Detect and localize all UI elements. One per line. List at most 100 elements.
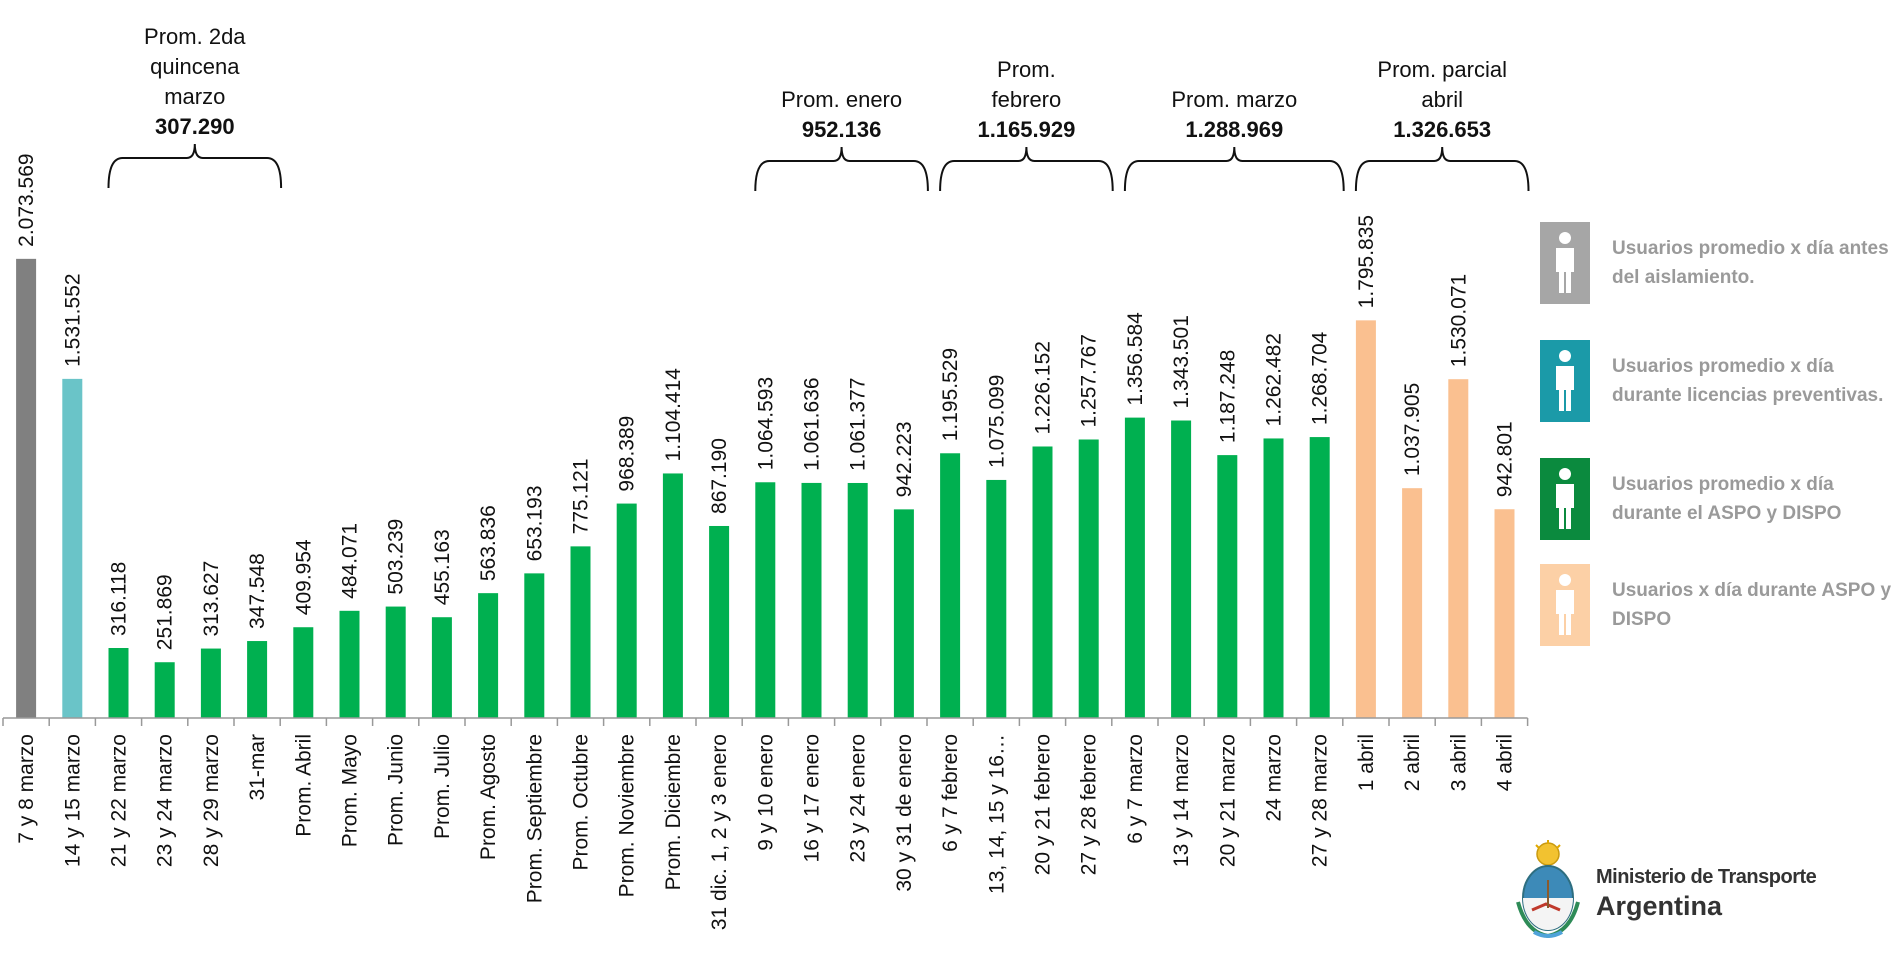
category-label: 13, 14, 15 y 16… <box>985 734 1008 894</box>
person-icon <box>1556 232 1574 293</box>
value-label: 1.343.501 <box>1170 315 1193 408</box>
value-label: 775.121 <box>570 458 593 534</box>
legend-text: Usuarios promedio x día durante licencia… <box>1612 356 1884 406</box>
value-label: 455.163 <box>431 529 454 605</box>
bar <box>1217 455 1238 718</box>
value-label: 251.869 <box>154 574 177 650</box>
person-icon <box>1556 574 1574 635</box>
bar <box>1494 509 1515 718</box>
bracket-value: 952.136 <box>802 117 882 142</box>
bar <box>1263 438 1284 718</box>
value-label: 1.075.099 <box>985 375 1008 468</box>
ministry-logo: Ministerio de Transporte Argentina <box>1512 840 1852 950</box>
value-label: 316.118 <box>108 562 131 636</box>
legend-text: Usuarios promedio x día durante el ASPO … <box>1612 474 1842 524</box>
category-label: 6 y 7 marzo <box>1124 734 1147 844</box>
category-label: 23 y 24 marzo <box>154 734 177 867</box>
logo-ministry-name: Ministerio de Transporte <box>1596 866 1817 888</box>
value-label: 563.836 <box>477 505 500 581</box>
category-label: Prom. Agosto <box>477 734 500 860</box>
bracket-label: marzo <box>164 84 225 109</box>
category-label: Prom. Mayo <box>339 734 362 847</box>
bar <box>1078 439 1099 718</box>
legend-swatch <box>1540 458 1590 540</box>
bar <box>940 453 961 718</box>
bar <box>1402 488 1423 718</box>
category-label: Prom. Septiembre <box>523 734 546 903</box>
bracket-label: abril <box>1421 87 1463 112</box>
value-label: 1.531.552 <box>61 273 84 366</box>
bar <box>431 617 452 718</box>
value-label: 1.037.905 <box>1401 383 1424 476</box>
bar <box>16 258 37 718</box>
value-label: 1.195.529 <box>939 348 962 441</box>
logo-text: Ministerio de Transporte Argentina <box>1596 866 1817 922</box>
category-label: 21 y 22 marzo <box>108 734 131 867</box>
logo-country-name: Argentina <box>1596 891 1723 921</box>
bar <box>200 648 221 718</box>
bracket-label: Prom. <box>997 57 1056 82</box>
category-label: 23 y 24 enero <box>847 734 870 862</box>
bar <box>662 473 683 718</box>
bracket-value: 1.326.653 <box>1393 117 1491 142</box>
bracket <box>1123 146 1345 192</box>
value-label: 503.239 <box>385 519 408 595</box>
value-label: 1.268.704 <box>1309 331 1332 425</box>
category-label: Prom. Noviembre <box>616 734 639 897</box>
category-label: 16 y 17 enero <box>801 734 824 862</box>
bracket-annotations: Prom. 2da quincena marzo 307.290 Prom. enero… <box>107 24 1530 192</box>
bracket <box>754 146 929 192</box>
value-label: 1.061.377 <box>847 378 870 471</box>
category-label: 4 abril <box>1494 734 1517 791</box>
bar <box>1448 379 1469 718</box>
value-label: 968.389 <box>616 416 639 492</box>
category-label: 20 y 21 marzo <box>1216 734 1239 867</box>
category-label: Prom. Abril <box>292 734 315 837</box>
value-label: 1.257.767 <box>1078 334 1101 427</box>
category-label: 3 abril <box>1447 734 1470 791</box>
category-label: 7 y 8 marzo <box>15 734 38 844</box>
value-label: 1.064.593 <box>754 377 777 470</box>
bar <box>801 482 822 718</box>
bar <box>616 503 637 718</box>
value-label: 2.073.569 <box>15 153 38 246</box>
category-label: 31 dic. 1, 2 y 3 enero <box>708 734 731 930</box>
category-label: 31-mar <box>246 734 269 801</box>
bar <box>847 482 868 718</box>
bar <box>293 627 314 718</box>
legend-item-preventive-leave: Usuarios promedio x día durante licencia… <box>1540 340 1891 422</box>
category-label: 9 y 10 enero <box>754 734 777 851</box>
person-icon <box>1556 468 1574 529</box>
bar <box>478 593 499 718</box>
value-label: 1.530.071 <box>1447 274 1470 367</box>
value-label: 1.356.584 <box>1124 312 1147 406</box>
value-label: 347.548 <box>246 553 269 629</box>
category-label: 1 abril <box>1355 734 1378 791</box>
bracket <box>939 146 1114 192</box>
argentina-coat-of-arms-icon <box>1516 840 1580 939</box>
bar <box>986 479 1007 718</box>
bracket-label: Prom. 2da <box>144 24 246 49</box>
legend-item-aspo-dispo-average: Usuarios promedio x día durante el ASPO … <box>1540 458 1891 540</box>
legend-swatch <box>1540 564 1590 646</box>
bar <box>1171 420 1192 718</box>
value-label: 942.223 <box>893 421 916 497</box>
value-label: 1.226.152 <box>1032 341 1055 434</box>
category-label: 27 y 28 marzo <box>1309 734 1332 867</box>
legend-item-before-isolation: Usuarios promedio x día antes del aislam… <box>1540 222 1891 304</box>
bar <box>524 573 545 718</box>
bracket-value: 1.288.969 <box>1185 117 1283 142</box>
value-label: 1.262.482 <box>1263 333 1286 426</box>
bar <box>1309 437 1330 718</box>
legend-text: Usuarios x día durante ASPO y DISPO <box>1612 580 1891 630</box>
category-label: 20 y 21 febrero <box>1032 734 1055 875</box>
bar <box>108 648 129 718</box>
bracket-value: 307.290 <box>155 114 235 139</box>
value-label: 313.627 <box>200 561 223 637</box>
bars <box>16 258 1515 718</box>
category-label: 30 y 31 de enero <box>893 734 916 892</box>
value-labels: 2.073.569 1.531.552 316.118 251.869 313.627 3… <box>15 153 1516 650</box>
legend-swatch <box>1540 222 1590 304</box>
value-label: 1.187.248 <box>1216 350 1239 443</box>
